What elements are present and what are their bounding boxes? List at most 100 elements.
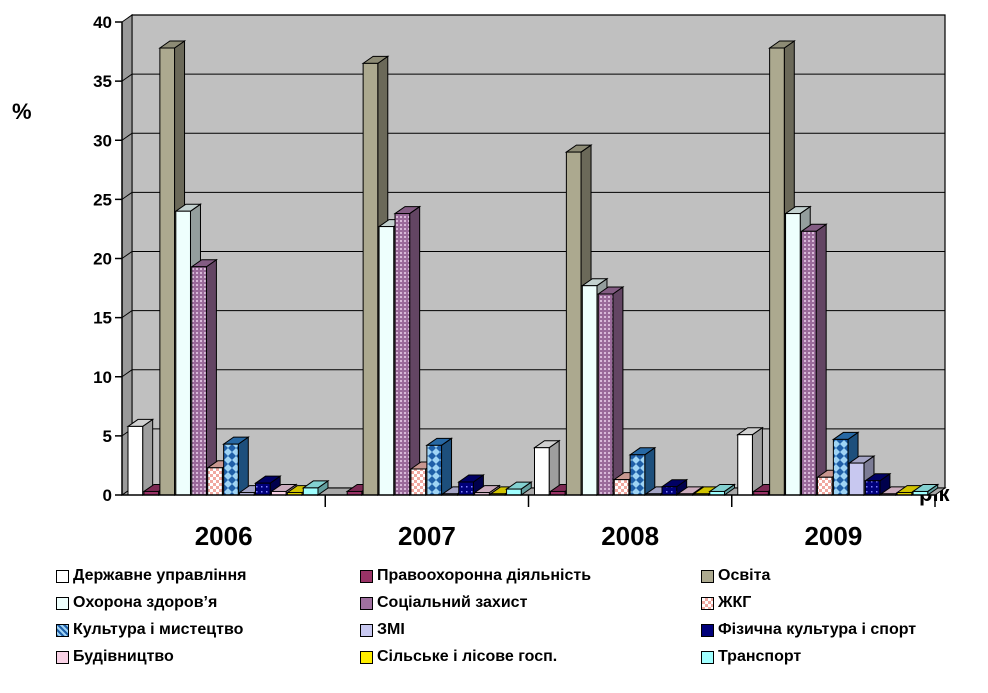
axes: 0 5 10 15 20 25 30 35 40 2006 2007 2008 2009 xyxy=(93,13,936,551)
bar-front xyxy=(785,213,801,496)
gridline-side xyxy=(121,369,133,378)
bar-side xyxy=(409,205,421,496)
legend-item: Будівництво xyxy=(56,648,174,666)
bar-side xyxy=(441,437,453,496)
bar-front xyxy=(816,476,833,496)
legend-label: Транспорт xyxy=(718,648,802,665)
legend-swatch xyxy=(701,569,714,583)
legend-label: Державне управління xyxy=(73,567,247,584)
y-tick-label: 5 xyxy=(103,427,112,446)
y-tick-label: 0 xyxy=(103,486,112,505)
bar-side xyxy=(751,426,763,496)
bar-front xyxy=(378,226,395,496)
bar xyxy=(799,223,828,496)
bar-front xyxy=(565,151,582,496)
bar-side xyxy=(815,223,827,496)
bar-front xyxy=(534,447,550,496)
bar xyxy=(708,483,737,496)
legend-swatch xyxy=(360,596,373,610)
bar-front xyxy=(362,62,379,496)
legend-item: Правоохоронна діяльність xyxy=(360,567,591,585)
category-label: 2009 xyxy=(804,521,862,551)
legend-swatch xyxy=(56,596,69,610)
bar xyxy=(393,205,422,496)
legend-item: Фізична культура і спорт xyxy=(701,621,916,639)
legend-item: Освіта xyxy=(701,567,770,585)
bar-side xyxy=(142,418,154,496)
bar xyxy=(425,437,454,496)
bars xyxy=(126,40,940,496)
bar-side xyxy=(237,436,249,496)
y-tick-label: 20 xyxy=(93,250,112,269)
legend-item: ЖКГ xyxy=(701,594,751,612)
category-label: 2008 xyxy=(601,521,659,551)
legend-label: ЖКГ xyxy=(718,594,752,611)
legend-item: Державне управління xyxy=(56,567,246,585)
bar-front xyxy=(410,468,427,496)
y-tick-label: 10 xyxy=(93,368,112,387)
bar-front xyxy=(832,438,849,496)
gridline-side xyxy=(121,73,133,82)
bar-front xyxy=(127,425,144,496)
bar-front xyxy=(458,481,474,496)
legend-swatch xyxy=(56,650,69,664)
legend-swatch xyxy=(56,623,69,637)
legend-label: ЗМІ xyxy=(377,621,405,638)
bar-front xyxy=(191,266,207,496)
bar-front xyxy=(801,230,817,496)
bar xyxy=(190,258,218,496)
bar-front xyxy=(394,213,411,496)
legend-swatch xyxy=(56,569,69,583)
legend-label: Будівництво xyxy=(73,648,174,665)
bar xyxy=(126,418,155,496)
legend-swatch xyxy=(701,596,714,610)
bar-front xyxy=(426,444,443,496)
bar-front xyxy=(661,486,678,496)
category-label: 2007 xyxy=(398,521,456,551)
bar-front xyxy=(255,482,271,496)
bar-front xyxy=(506,488,522,496)
legend-label: Соціальний захист xyxy=(377,594,528,611)
bar-front xyxy=(223,443,239,496)
bar-front xyxy=(769,47,785,496)
bar-front xyxy=(175,210,191,496)
bar-front xyxy=(597,293,614,496)
y-tick-label: 25 xyxy=(93,190,112,209)
bar-front xyxy=(581,285,598,496)
bar xyxy=(736,426,764,496)
bar-front xyxy=(613,479,630,496)
legend-item: Охорона здоров’я xyxy=(56,594,217,612)
y-tick-label: 30 xyxy=(93,131,112,150)
bar xyxy=(301,479,330,496)
bar xyxy=(222,436,250,496)
legend-label: Фізична культура і спорт xyxy=(718,621,917,638)
legend-label: Сільське і лісове госп. xyxy=(377,648,558,665)
legend-item: Культура і мистецтво xyxy=(56,621,243,639)
bar xyxy=(596,286,625,496)
bar-front xyxy=(207,467,223,496)
legend-label: Освіта xyxy=(718,567,771,584)
y-axis-title: % xyxy=(12,99,32,124)
legend-label: Культура і мистецтво xyxy=(73,621,244,638)
legend-item: Сільське і лісове госп. xyxy=(360,648,557,666)
bar xyxy=(532,439,561,496)
legend-swatch xyxy=(701,623,714,637)
legend-item: Транспорт xyxy=(701,648,801,666)
bar-front xyxy=(302,487,319,496)
legend-label: Охорона здоров’я xyxy=(73,594,218,611)
bar-front xyxy=(629,454,646,496)
bar xyxy=(628,446,657,496)
gridline-side xyxy=(121,132,133,141)
y-tick-label: 40 xyxy=(93,13,112,32)
legend-swatch xyxy=(360,569,373,583)
bar-side xyxy=(644,446,656,496)
bar-front xyxy=(737,434,753,496)
bar xyxy=(504,481,533,496)
bar-front xyxy=(848,462,865,496)
bar-side xyxy=(205,258,217,496)
legend-label: Правоохоронна діяльність xyxy=(377,567,592,584)
y-tick-label: 35 xyxy=(93,72,112,91)
legend-swatch xyxy=(701,650,714,664)
legend-swatch xyxy=(360,623,373,637)
